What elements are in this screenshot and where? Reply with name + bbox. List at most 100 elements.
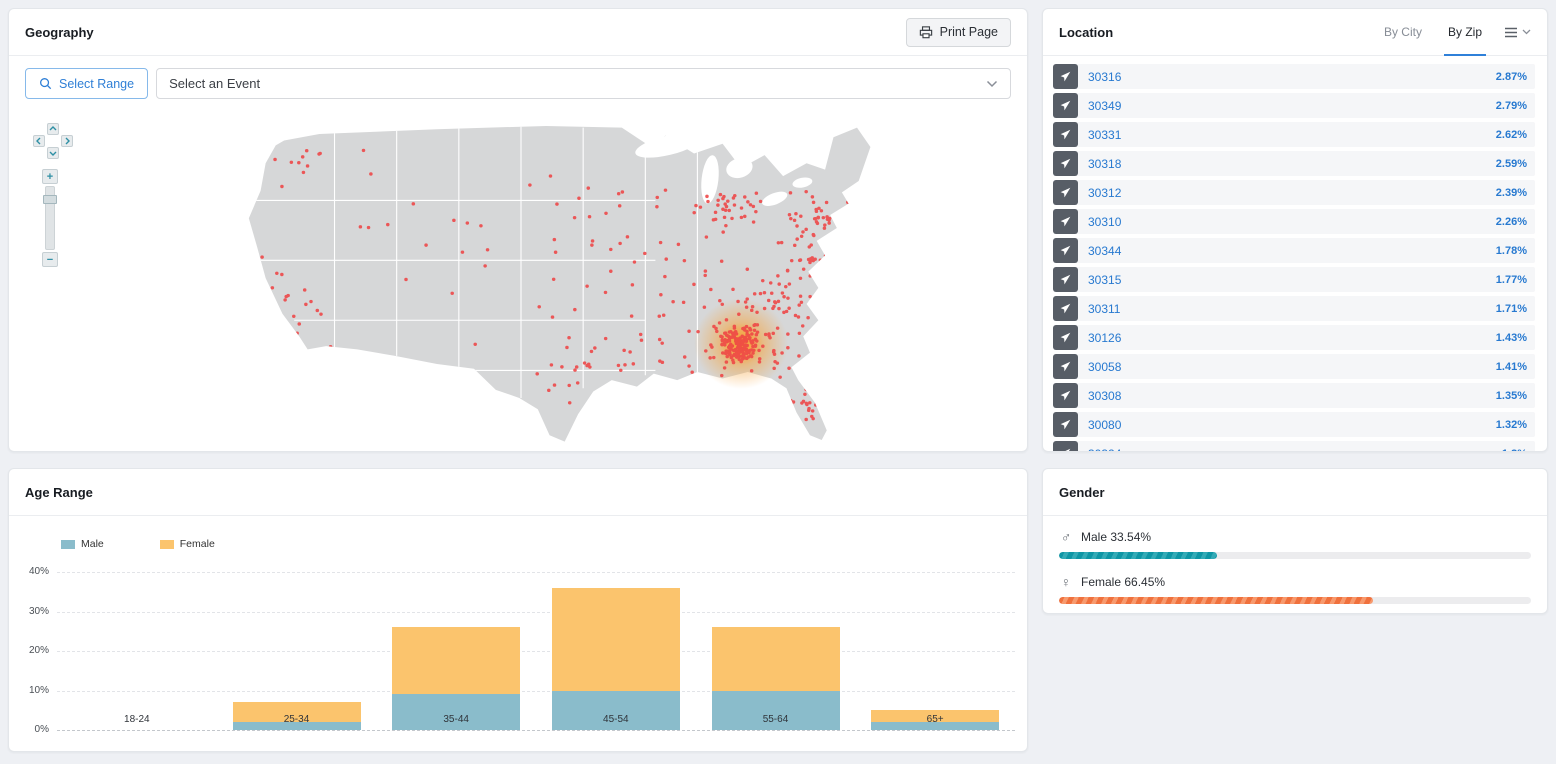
location-arrow-icon [1053, 325, 1078, 350]
bar-male-45-54[interactable] [551, 690, 680, 730]
pan-right-button[interactable] [61, 135, 73, 147]
zip-percentage: 1.71% [1495, 302, 1527, 315]
zip-code-link[interactable]: 30080 [1088, 417, 1122, 432]
bar-female-45-54[interactable] [551, 587, 680, 691]
zip-code-link[interactable]: 30316 [1088, 69, 1122, 84]
zoom-in-button[interactable]: + [42, 169, 58, 184]
female-legend-swatch [159, 539, 174, 549]
location-row: 30331 2.62% [1053, 122, 1535, 147]
bar-female-35-44[interactable] [392, 627, 521, 695]
location-row: 30311 1.71% [1053, 296, 1535, 321]
zip-code-link[interactable]: 30311 [1088, 301, 1121, 316]
gridline [57, 690, 1015, 692]
chevron-down-icon [49, 151, 57, 156]
age-chart-body: Male Female 18-24 25-34 35-44 45-54 55-64 65+… [9, 516, 1027, 751]
zip-percentage: 1.3% [1502, 448, 1527, 452]
female-legend-label: Female [179, 538, 215, 550]
location-arrow-icon [1053, 267, 1078, 292]
gender-row-female: ♀ Female 66.45% [1059, 574, 1531, 604]
print-page-button[interactable]: Print Page [905, 17, 1011, 47]
gender-row-male: ♂ Male 33.54% [1059, 529, 1531, 559]
location-arrow-icon [1053, 412, 1078, 437]
location-arrow-icon [1053, 441, 1078, 451]
zip-percentage: 2.87% [1495, 70, 1527, 83]
zip-code-link[interactable]: 30349 [1088, 98, 1122, 113]
pan-down-button[interactable] [47, 147, 59, 159]
location-row: 30315 1.77% [1053, 267, 1535, 292]
zip-percentage: 1.32% [1495, 418, 1527, 431]
location-row: 30080 1.32% [1053, 412, 1535, 437]
zip-code-link[interactable]: 30308 [1088, 388, 1122, 403]
zip-code-link[interactable]: 30312 [1088, 185, 1122, 200]
zip-code-link[interactable]: 30315 [1088, 272, 1122, 287]
gender-male-track [1059, 552, 1531, 559]
gender-male-bar [1059, 552, 1218, 559]
zoom-slider-handle[interactable] [43, 195, 57, 204]
zip-code-link[interactable]: 30126 [1088, 330, 1122, 345]
location-menu-button[interactable] [1504, 27, 1531, 38]
zip-percentage: 1.43% [1495, 331, 1527, 344]
zip-code-link[interactable]: 30318 [1088, 156, 1122, 171]
male-icon: ♂ [1060, 529, 1072, 545]
location-arrow-icon [1053, 93, 1078, 118]
geography-header: Geography Print Page [9, 9, 1027, 56]
y-axis-tick: 10% [28, 684, 49, 696]
geography-panel: Geography Print Page Select Range Select… [8, 8, 1028, 452]
gridline [57, 730, 1015, 731]
gender-male-label: Male 33.54% [1081, 530, 1152, 544]
y-axis-tick: 30% [28, 605, 49, 617]
chevron-left-icon [36, 137, 41, 145]
location-arrow-icon [1053, 209, 1078, 234]
select-range-button[interactable]: Select Range [25, 68, 149, 99]
geography-title: Geography [25, 24, 94, 40]
bar-female-25-34[interactable] [232, 702, 361, 723]
y-axis-tick: 0% [34, 724, 49, 735]
location-row: 30318 2.59% [1053, 151, 1535, 176]
location-arrow-icon [1053, 238, 1078, 263]
tab-by-zip[interactable]: By Zip [1443, 9, 1487, 56]
age-range-title: Age Range [25, 484, 93, 500]
age-plot: 18-24 25-34 35-44 45-54 55-64 65+ [57, 572, 1015, 731]
bar-male-55-64[interactable] [711, 690, 840, 730]
zip-percentage: 2.62% [1495, 128, 1527, 141]
zip-code-link[interactable]: 30331 [1088, 127, 1122, 142]
zip-code-link[interactable]: 30324 [1088, 447, 1121, 452]
zip-code-link[interactable]: 30310 [1088, 214, 1122, 229]
us-map[interactable] [185, 113, 1025, 452]
pan-up-button[interactable] [47, 123, 59, 135]
location-arrow-icon [1053, 296, 1078, 321]
event-select[interactable]: Select an Event [156, 68, 1011, 99]
location-arrow-icon [1053, 64, 1078, 89]
location-row: 30310 2.26% [1053, 209, 1535, 234]
zip-code-link[interactable]: 30344 [1088, 243, 1122, 258]
great-lakes [635, 133, 813, 206]
bar-male-65+[interactable] [871, 722, 1000, 730]
tab-by-city[interactable]: By City [1383, 25, 1422, 39]
chevron-down-icon [1522, 29, 1531, 35]
search-icon [40, 78, 52, 90]
zoom-slider-track[interactable] [43, 186, 57, 250]
bar-female-65+[interactable] [871, 710, 1000, 723]
pan-left-button[interactable] [33, 135, 45, 147]
gender-female-label: Female 66.45% [1081, 575, 1166, 589]
gridline [57, 611, 1015, 613]
age-range-header: Age Range [9, 469, 1027, 516]
location-arrow-icon [1053, 354, 1078, 379]
x-axis-label: 45-54 [603, 714, 629, 725]
zip-code-link[interactable]: 30058 [1088, 359, 1122, 374]
us-map-container[interactable]: + − [25, 109, 1011, 451]
location-list: 30316 2.87% 30349 2.79% 30331 2.62% 30318 2.59%… [1043, 56, 1547, 452]
y-axis-tick: 20% [28, 645, 49, 656]
bar-male-35-44[interactable] [392, 694, 521, 730]
legend-item-male: Male [61, 538, 104, 550]
zoom-out-button[interactable]: − [42, 252, 58, 267]
location-header: Location By City By Zip [1043, 9, 1547, 56]
zip-percentage: 2.59% [1495, 157, 1527, 170]
location-row: 30312 2.39% [1053, 180, 1535, 205]
location-row: 30308 1.35% [1053, 383, 1535, 408]
gender-female-track [1059, 597, 1531, 604]
y-axis-tick: 40% [28, 566, 49, 577]
gender-panel: Gender ♂ Male 33.54% ♀ Female 66.45% [1042, 468, 1548, 614]
bar-male-25-34[interactable] [232, 722, 361, 730]
bar-female-55-64[interactable] [711, 627, 840, 691]
